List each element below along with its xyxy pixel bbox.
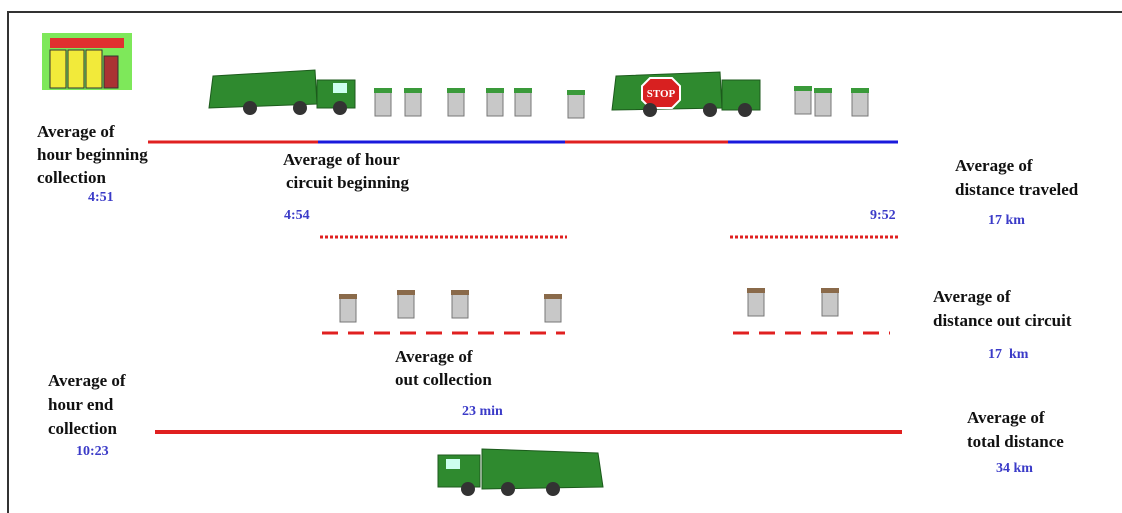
label-line: Average of [967,408,1045,427]
value: 17 km [988,347,1029,362]
label-line: Average of [933,287,1011,306]
bin-body [814,91,832,117]
label-line: Average of [395,347,473,366]
bin-lid [451,290,469,295]
bin-lid [447,88,465,93]
bin-icon [544,294,562,323]
depot-icon [42,33,132,90]
label-line: total distance [967,432,1064,451]
bin-lid [374,88,392,93]
bin-body [486,91,504,117]
bin-lid [821,288,839,293]
frame [7,11,1122,513]
bin-icon [821,288,839,317]
bin-icon [514,88,532,117]
bin-icon [447,88,465,117]
bin-body [374,91,392,117]
truck-icon: STOP [611,71,761,117]
bin-icon [339,294,357,323]
bin-lid [397,290,415,295]
label: Average of hour circuit beginning [283,150,409,192]
bin-lid [486,88,504,93]
bin-body [514,91,532,117]
bin-lid [851,88,869,93]
bin-body [747,291,765,317]
bin-icon [404,88,422,117]
bin-lid [567,90,585,95]
bin-body [851,91,869,117]
label-line: hour end [48,395,114,414]
bin-body [447,91,465,117]
label-line: collection [37,168,106,187]
label-line: distance out circuit [933,311,1072,330]
value: 9:52 [870,208,896,223]
label: Average of distance traveled [955,156,1079,199]
bin-body [821,291,839,317]
label-line: Average of [955,156,1033,175]
bin-body [451,293,469,319]
bin-body [794,89,812,115]
truck-icon [437,448,604,496]
bin-icon [567,90,585,119]
bin-lid [514,88,532,93]
bin-icon [374,88,392,117]
label-line: distance traveled [955,180,1079,199]
label-line: Average of [37,122,115,141]
bin-icon [397,290,415,319]
label: Average of total distance [967,408,1064,451]
bin-lid [339,294,357,299]
label: Average of hour end collection [48,371,130,438]
bin-lid [814,88,832,93]
value: 23 min [462,404,503,419]
label-line: Average of hour [283,150,400,169]
label-line: circuit beginning [286,173,409,192]
bin-body [544,297,562,323]
bin-icon [794,86,812,115]
bin-body [339,297,357,323]
label-line: out collection [395,370,492,389]
bin-body [567,93,585,119]
bin-icon [851,88,869,117]
bin-icon [486,88,504,117]
stop-sign: STOP [647,88,676,100]
value: 4:54 [284,208,310,223]
bin-lid [747,288,765,293]
bin-icon [747,288,765,317]
label-line: hour beginning [37,145,148,164]
label: Average of distance out circuit [933,287,1072,330]
bin-lid [544,294,562,299]
value: 4:51 [88,190,114,205]
label: Average of hour beginning collection [37,122,152,187]
bin-body [397,293,415,319]
label-line: collection [48,419,117,438]
bin-body [404,91,422,117]
value: 10:23 [76,444,109,459]
bin-icon [451,290,469,319]
bin-lid [404,88,422,93]
value: 34 km [996,461,1033,476]
truck-icon [208,69,356,115]
label: Average of out collection [395,347,492,389]
value: 17 km [988,213,1025,228]
bin-icon [814,88,832,117]
label-line: Average of [48,371,126,390]
bin-lid [794,86,812,91]
